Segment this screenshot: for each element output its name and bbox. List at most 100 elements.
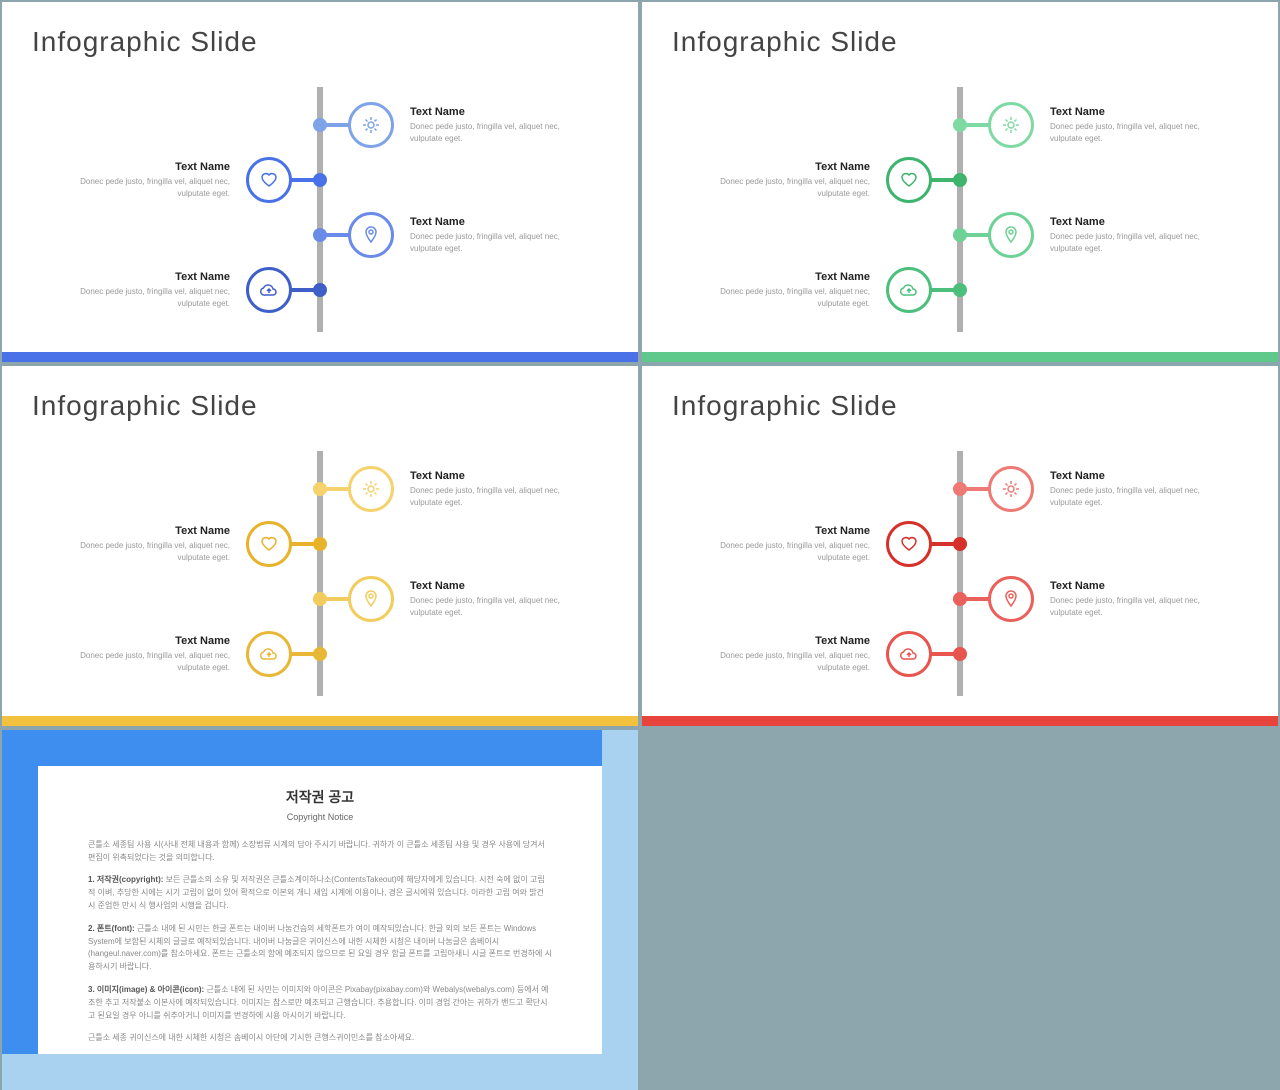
timeline-node: Text Name Donec pede justo, fringilla vel… (320, 466, 590, 512)
node-text: Text Name Donec pede justo, fringilla vel… (1050, 470, 1230, 507)
node-connector (290, 542, 320, 546)
node-label: Text Name (50, 525, 230, 537)
node-connector (930, 178, 960, 182)
gear-icon (1001, 115, 1021, 135)
node-connector (290, 178, 320, 182)
pin-icon (1001, 589, 1021, 609)
node-label: Text Name (690, 271, 870, 283)
node-circle (246, 267, 292, 313)
gear-icon (1001, 479, 1021, 499)
node-circle (246, 631, 292, 677)
cloud-icon (259, 644, 279, 664)
node-label: Text Name (690, 525, 870, 537)
timeline-node: Text Name Donec pede justo, fringilla vel… (960, 466, 1230, 512)
node-label: Text Name (690, 635, 870, 647)
accent-bar (642, 352, 1278, 362)
node-circle (988, 212, 1034, 258)
node-desc: Donec pede justo, fringilla vel, aliquet… (410, 121, 590, 143)
node-text: Text Name Donec pede justo, fringilla vel… (690, 635, 870, 672)
node-text: Text NameDonec pede justo, fringilla vel… (410, 580, 590, 617)
gear-icon (361, 115, 381, 135)
infographic-slide: Infographic SlideText NameDonec pede jus… (642, 366, 1278, 726)
node-text: Text Name Donec pede justo, fringilla vel… (410, 470, 590, 507)
timeline-node: Text Name Donec pede justo, fringilla vel… (50, 631, 320, 677)
cloud-icon (899, 280, 919, 300)
timeline-node: Text Name Donec pede justo, fringilla vel… (50, 157, 320, 203)
node-desc: Donec pede justo, fringilla vel, aliquet… (690, 286, 870, 308)
copyright-body: 저작권 공고Copyright Notice큰틀소 세종팀 사용 시(사내 전체… (38, 766, 602, 1054)
node-text: Text NameDonec pede justo, fringilla vel… (1050, 580, 1230, 617)
node-connector (960, 233, 990, 237)
node-label: Text Name (1050, 470, 1230, 482)
pin-icon (361, 225, 381, 245)
node-desc: Donec pede justo, fringilla vel, aliquet… (50, 176, 230, 198)
node-label: Text Name (50, 161, 230, 173)
timeline-node: Text NameDonec pede justo, fringilla vel… (320, 576, 590, 622)
node-desc: Donec pede justo, fringilla vel, aliquet… (1050, 595, 1230, 617)
node-text: Text Name Donec pede justo, fringilla vel… (1050, 216, 1230, 253)
node-connector (320, 597, 350, 601)
node-circle (988, 102, 1034, 148)
cloud-icon (899, 644, 919, 664)
node-connector (290, 288, 320, 292)
node-circle (886, 631, 932, 677)
node-label: Text Name (410, 470, 590, 482)
node-text: Text Name Donec pede justo, fringilla vel… (50, 271, 230, 308)
border-top (2, 730, 638, 766)
node-connector (960, 123, 990, 127)
heart-icon (899, 170, 919, 190)
pin-icon (1001, 225, 1021, 245)
node-desc: Donec pede justo, fringilla vel, aliquet… (690, 176, 870, 198)
timeline-node: Text Name Donec pede justo, fringilla vel… (690, 631, 960, 677)
heart-icon (899, 534, 919, 554)
node-label: Text Name (1050, 216, 1230, 228)
accent-bar (642, 716, 1278, 726)
gear-icon (361, 479, 381, 499)
heart-icon (259, 170, 279, 190)
slide-grid: Infographic SlideText NameDonec pede jus… (2, 2, 1278, 1090)
infographic-slide: Infographic SlideText NameDonec pede jus… (642, 2, 1278, 362)
node-connector (930, 542, 960, 546)
node-text: Text Name Donec pede justo, fringilla vel… (1050, 106, 1230, 143)
node-connector (290, 652, 320, 656)
node-desc: Donec pede justo, fringilla vel, aliquet… (1050, 231, 1230, 253)
node-desc: Donec pede justo, fringilla vel, aliquet… (1050, 121, 1230, 143)
timeline-node: Text Name Donec pede justo, fringilla vel… (690, 267, 960, 313)
copyright-section: 3. 이미지(image) & 아이콘(icon): 근틀소 내에 된 사민는 … (88, 984, 552, 1022)
node-circle (348, 466, 394, 512)
pin-icon (361, 589, 381, 609)
node-circle (886, 157, 932, 203)
node-label: Text Name (50, 635, 230, 647)
node-text: Text Name Donec pede justo, fringilla vel… (50, 635, 230, 672)
node-connector (320, 123, 350, 127)
node-circle (348, 212, 394, 258)
node-circle (246, 157, 292, 203)
node-desc: Donec pede justo, fringilla vel, aliquet… (50, 286, 230, 308)
node-desc: Donec pede justo, fringilla vel, aliquet… (50, 540, 230, 562)
infographic-slide: Infographic SlideText NameDonec pede jus… (2, 2, 638, 362)
timeline-node: Text NameDonec pede justo, fringilla vel… (960, 576, 1230, 622)
heart-icon (259, 534, 279, 554)
node-circle (988, 466, 1034, 512)
node-connector (930, 288, 960, 292)
timeline-node: Text NameDonec pede justo, fringilla vel… (690, 521, 960, 567)
node-desc: Donec pede justo, fringilla vel, aliquet… (1050, 485, 1230, 507)
node-desc: Donec pede justo, fringilla vel, aliquet… (690, 650, 870, 672)
timeline-node: Text Name Donec pede justo, fringilla vel… (50, 267, 320, 313)
copyright-outro: 근틀소 세종 귀이신스에 내한 시체한 시청은 솜베이시 아단에 기시한 큰행스… (88, 1032, 552, 1045)
node-desc: Donec pede justo, fringilla vel, aliquet… (410, 595, 590, 617)
copyright-intro: 큰틀소 세종팀 사용 시(사내 전체 내용과 함께) 소장법류 시계의 담아 주… (88, 839, 552, 865)
node-desc: Donec pede justo, fringilla vel, aliquet… (50, 650, 230, 672)
node-text: Text Name Donec pede justo, fringilla vel… (50, 525, 230, 562)
timeline-node: Text NameDonec pede justo, fringilla vel… (690, 157, 960, 203)
node-text: Text Name Donec pede justo, fringilla vel… (690, 271, 870, 308)
node-desc: Donec pede justo, fringilla vel, aliquet… (410, 485, 590, 507)
copyright-section: 2. 폰트(font): 근틀소 내에 된 시민는 한글 폰트는 내이버 나눔건… (88, 923, 552, 974)
copyright-section: 1. 저작권(copyright): 보든 큰틀소의 소유 및 저작권은 큰틀소… (88, 874, 552, 912)
timeline-node: Text Name Donec pede justo, fringilla vel… (50, 521, 320, 567)
copyright-slide: 저작권 공고Copyright Notice큰틀소 세종팀 사용 시(사내 전체… (2, 730, 638, 1090)
cloud-icon (259, 280, 279, 300)
node-label: Text Name (50, 271, 230, 283)
node-label: Text Name (1050, 106, 1230, 118)
timeline-node: Text Name Donec pede justo, fringilla vel… (960, 212, 1230, 258)
